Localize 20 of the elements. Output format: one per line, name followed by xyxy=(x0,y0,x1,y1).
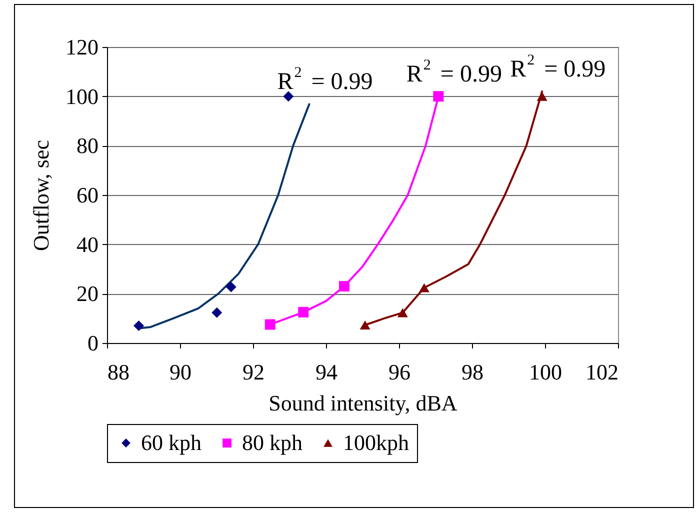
x-tick-label: 98 xyxy=(462,360,484,384)
y-tick-label: 60 xyxy=(76,182,98,208)
y-tick-label: 0 xyxy=(88,330,98,356)
y-tick-label: 80 xyxy=(76,133,98,158)
y-tick-label: 40 xyxy=(76,232,98,257)
legend-label: 100kph xyxy=(343,430,409,455)
x-tick-label: 88 xyxy=(108,360,130,384)
x-tick-label: 90 xyxy=(170,360,192,384)
x-axis-title: Sound intensity, dBA xyxy=(268,390,458,416)
legend-label: 80 kph xyxy=(242,430,302,455)
x-tick-label: 94 xyxy=(316,360,338,384)
x-tick-label: 100 xyxy=(529,360,562,384)
y-tick-label: 120 xyxy=(66,34,98,60)
x-tick-label: 92 xyxy=(242,360,264,384)
y-tick-label: 100 xyxy=(66,84,98,109)
y-tick-label: 20 xyxy=(76,281,98,306)
x-tick-label: 96 xyxy=(388,360,410,384)
legend-label: 60 kph xyxy=(141,430,202,455)
x-tick-label: 102 xyxy=(586,360,618,384)
y-axis-title: Outflow, sec xyxy=(28,140,54,251)
